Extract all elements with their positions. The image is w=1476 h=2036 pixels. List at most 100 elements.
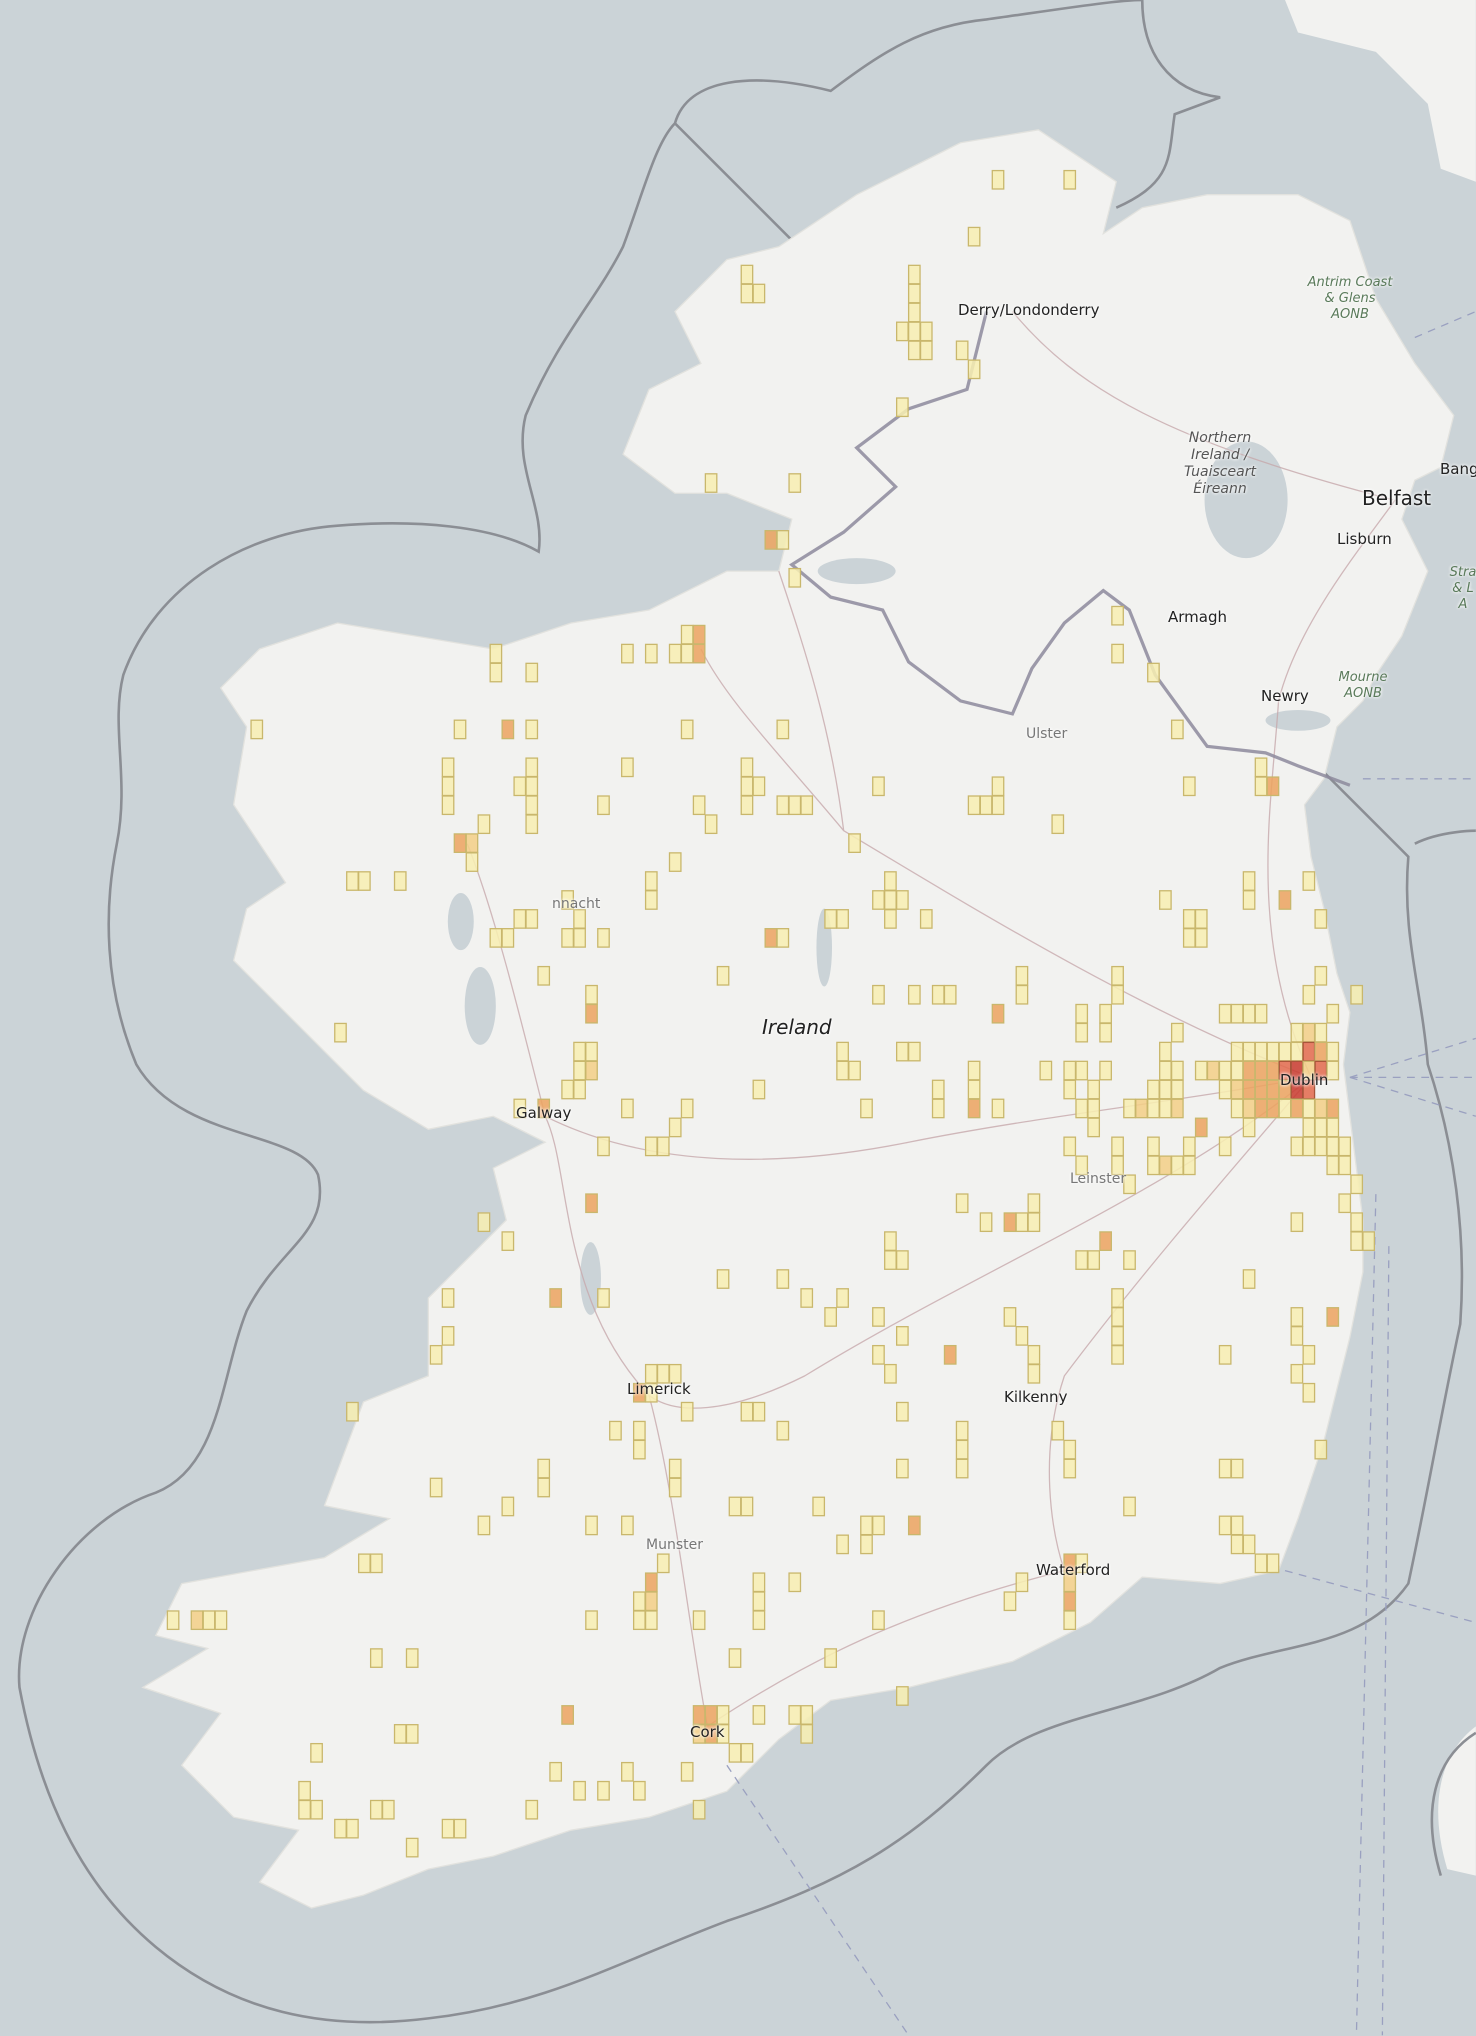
heatmap-cell[interactable] [525, 909, 539, 929]
heatmap-cell[interactable] [1290, 1212, 1304, 1233]
heatmap-cell[interactable] [1039, 1060, 1053, 1081]
heatmap-cell[interactable] [1075, 1060, 1089, 1081]
heatmap-cell[interactable] [1230, 1098, 1244, 1119]
heatmap-cell[interactable] [441, 776, 455, 797]
heatmap-cell[interactable] [501, 1496, 515, 1517]
heatmap-cell[interactable] [1218, 1003, 1232, 1024]
heatmap-cell[interactable] [1003, 1307, 1017, 1327]
heatmap-cell[interactable] [740, 795, 754, 816]
heatmap-cell[interactable] [1350, 984, 1364, 1005]
heatmap-cell[interactable] [752, 283, 766, 304]
heatmap-cell[interactable] [632, 1780, 646, 1801]
heatmap-cell[interactable] [525, 757, 539, 778]
heatmap-cell[interactable] [895, 1401, 909, 1422]
heatmap-cell[interactable] [298, 1799, 311, 1820]
heatmap-cell[interactable] [1099, 1060, 1112, 1081]
heatmap-cell[interactable] [692, 1705, 706, 1725]
heatmap-cell[interactable] [692, 624, 706, 645]
heatmap-cell[interactable] [489, 643, 503, 664]
heatmap-cell[interactable] [991, 1003, 1005, 1024]
heatmap-cell[interactable] [525, 719, 539, 740]
heatmap-cell[interactable] [1302, 1117, 1316, 1138]
heatmap-cell[interactable] [1302, 1344, 1316, 1365]
heatmap-cell[interactable] [800, 1705, 814, 1725]
heatmap-cell[interactable] [668, 1363, 682, 1384]
heatmap-cell[interactable] [1254, 776, 1268, 797]
heatmap-cell[interactable] [668, 852, 682, 872]
heatmap-cell[interactable] [752, 1079, 766, 1100]
heatmap-cell[interactable] [764, 928, 778, 948]
heatmap-cell[interactable] [692, 795, 706, 816]
heatmap-cell[interactable] [465, 852, 479, 872]
heatmap-cell[interactable] [860, 1098, 873, 1119]
heatmap-cell[interactable] [1182, 909, 1196, 929]
heatmap-cell[interactable] [1314, 1098, 1328, 1119]
heatmap-cell[interactable] [895, 1458, 909, 1479]
heatmap-cell[interactable] [1290, 1098, 1304, 1119]
heatmap-cell[interactable] [967, 1098, 981, 1119]
heatmap-cell[interactable] [1230, 1079, 1244, 1100]
heatmap-cell[interactable] [501, 719, 515, 740]
heatmap-cell[interactable] [1350, 1174, 1364, 1195]
heatmap-cell[interactable] [1123, 1174, 1136, 1195]
heatmap-cell[interactable] [668, 643, 682, 664]
heatmap-cell[interactable] [1254, 757, 1268, 778]
heatmap-cell[interactable] [1015, 1326, 1029, 1346]
heatmap-cell[interactable] [310, 1742, 323, 1763]
heatmap-cell[interactable] [1266, 1060, 1280, 1081]
heatmap-cell[interactable] [1302, 1382, 1316, 1403]
heatmap-cell[interactable] [585, 1060, 598, 1081]
heatmap-cell[interactable] [597, 1136, 610, 1157]
heatmap-cell[interactable] [1194, 928, 1208, 948]
heatmap-cell[interactable] [931, 1098, 945, 1119]
heatmap-cell[interactable] [1182, 928, 1196, 948]
heatmap-cell[interactable] [788, 1705, 802, 1725]
heatmap-cell[interactable] [704, 1705, 718, 1725]
heatmap-cell[interactable] [1302, 1041, 1316, 1062]
heatmap-cell[interactable] [609, 1420, 622, 1441]
heatmap-cell[interactable] [513, 776, 527, 797]
heatmap-cell[interactable] [907, 302, 921, 323]
heatmap-cell[interactable] [453, 833, 467, 853]
heatmap-cell[interactable] [872, 1610, 885, 1631]
heatmap-cell[interactable] [1194, 909, 1208, 929]
heatmap-cell[interactable] [1254, 1041, 1268, 1062]
heatmap-cell[interactable] [644, 871, 658, 891]
heatmap-cell[interactable] [1218, 1344, 1232, 1365]
heatmap-cell[interactable] [752, 1705, 766, 1725]
heatmap-cell[interactable] [632, 1439, 646, 1460]
heatmap-cell[interactable] [907, 1041, 921, 1062]
heatmap-cell[interactable] [776, 1420, 790, 1441]
heatmap-cell[interactable] [1015, 965, 1029, 986]
heatmap-cell[interactable] [991, 795, 1005, 816]
heatmap-cell[interactable] [1051, 814, 1065, 835]
heatmap-cell[interactable] [1015, 1572, 1029, 1593]
heatmap-cell[interactable] [1170, 1155, 1184, 1176]
heatmap-cell[interactable] [788, 795, 802, 816]
heatmap-cell[interactable] [1218, 1060, 1232, 1081]
heatmap-cell[interactable] [573, 909, 586, 929]
heatmap-cell[interactable] [453, 1818, 467, 1839]
heatmap-cell[interactable] [872, 776, 885, 797]
heatmap-cell[interactable] [549, 1288, 563, 1308]
heatmap-cell[interactable] [668, 1117, 682, 1138]
heatmap-cell[interactable] [1290, 1022, 1304, 1043]
heatmap-cell[interactable] [1147, 1136, 1160, 1157]
heatmap-cell[interactable] [836, 1534, 849, 1555]
heatmap-cell[interactable] [561, 928, 574, 948]
heatmap-cell[interactable] [1254, 1060, 1268, 1081]
heatmap-cell[interactable] [1242, 1041, 1256, 1062]
heatmap-cell[interactable] [644, 1382, 658, 1403]
heatmap-cell[interactable] [585, 1610, 598, 1631]
heatmap-cell[interactable] [872, 1307, 885, 1327]
heatmap-cell[interactable] [1242, 871, 1256, 891]
heatmap-cell[interactable] [573, 1060, 586, 1081]
heatmap-cell[interactable] [632, 1591, 646, 1612]
heatmap-cell[interactable] [716, 965, 730, 986]
heatmap-cell[interactable] [1075, 1098, 1089, 1119]
heatmap-cell[interactable] [1218, 1079, 1232, 1100]
heatmap-cell[interactable] [1075, 1022, 1089, 1043]
heatmap-cell[interactable] [752, 1610, 766, 1631]
heatmap-cell[interactable] [967, 226, 981, 247]
heatmap-cell[interactable] [1290, 1041, 1304, 1062]
